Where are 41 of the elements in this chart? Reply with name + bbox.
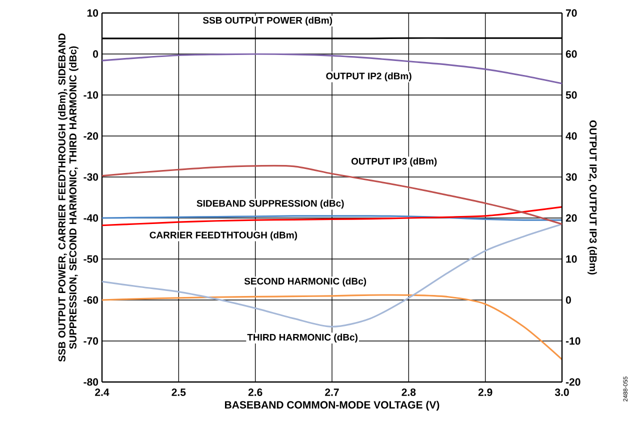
y-tick-label: -30 [84, 173, 98, 181]
y2-tick-label: -10 [566, 337, 580, 345]
y2-tick-label: 60 [566, 50, 577, 58]
y-tick-label: 0 [93, 50, 98, 58]
y-tick-label: -20 [84, 132, 98, 140]
x-tick-label: 2.4 [95, 388, 110, 396]
series-label: SIDEBAND SUPPRESSION (dBc) [196, 200, 344, 209]
series-label: OUTPUT IP3 (dBm) [351, 158, 437, 167]
line-series [102, 223, 562, 328]
y-tick-label: -80 [84, 378, 98, 386]
y2-tick-label: 30 [566, 173, 577, 181]
y-tick-label: -60 [84, 296, 98, 304]
x-axis-title: BASEBAND COMMON-MODE VOLTAGE (V) [224, 400, 440, 411]
y-tick-label: -50 [84, 255, 98, 263]
y-tick-label: 10 [87, 9, 98, 17]
series-label: CARRIER FEEDTHTOUGH (dBm) [150, 231, 298, 240]
y2-tick-label: -20 [566, 378, 580, 386]
x-tick-label: 2.5 [172, 388, 186, 396]
y2-tick-label: 10 [566, 255, 577, 263]
y-axis-title: SSB OUTPUT POWER, CARRIER FEEDTHROUGH (dBm), SIDEBAND SUPPRESSION, SECOND HARMONIC, THIRD HARMONIC (dBc) [58, 34, 78, 362]
x-tick-label: 3.0 [554, 388, 569, 396]
y2-tick-label: 20 [566, 214, 577, 222]
y2-tick-label: 50 [566, 91, 577, 99]
series-label: SSB OUTPUT POWER (dBm) [202, 16, 332, 26]
y2-tick-label: 0 [566, 296, 571, 304]
series-label: OUTPUT IP2 (dBm) [326, 72, 412, 82]
y2-tick-label: 40 [566, 132, 577, 140]
series-label: THIRD HARMONIC (dBc) [247, 334, 358, 343]
x-tick-label: 2.8 [402, 388, 416, 396]
y-tick-label: -10 [84, 91, 98, 99]
x-tick-label: 2.6 [248, 388, 262, 396]
y2-tick-label: 70 [566, 9, 577, 17]
line-series [102, 164, 562, 225]
line-series [102, 294, 562, 360]
y2-axis-title: OUTPUT IP2, OUTPUT IP3 (dBm) [588, 120, 597, 275]
x-tick-label: 2.7 [325, 388, 339, 396]
series-label: SECOND HARMONIC (dBc) [244, 278, 366, 286]
y-tick-label: -70 [84, 337, 98, 345]
x-tick-label: 2.9 [478, 388, 492, 396]
y-tick-label: -40 [84, 214, 98, 222]
line-series [102, 53, 562, 84]
